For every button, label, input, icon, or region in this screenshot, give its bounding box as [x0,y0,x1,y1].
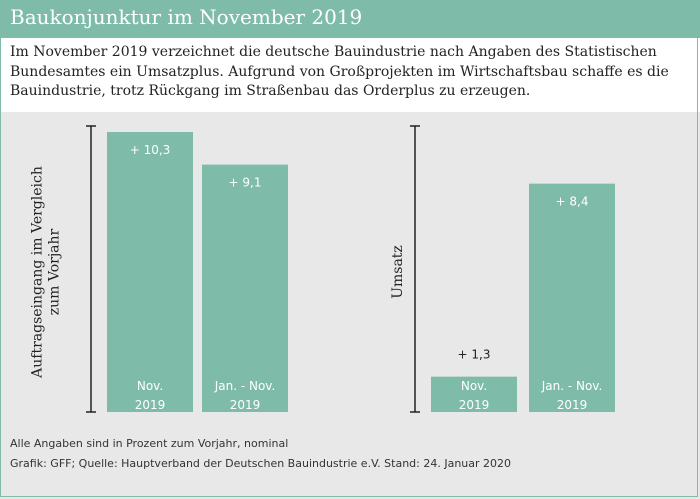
intro-text: Im November 2019 verzeichnet die deutsch… [10,43,690,102]
y-axis-label: zum Vorjahr [47,228,63,315]
page-title: Baukonjunktur im November 2019 [10,5,363,29]
footer-source: Grafik: GFF; Quelle: Hauptverband der De… [10,457,512,470]
bar [529,183,615,412]
footer-note: Alle Angaben sind in Prozent zum Vorjahr… [10,437,289,450]
category-label: Nov. [137,379,163,393]
intro-line: Im November 2019 verzeichnet die deutsch… [10,44,657,60]
category-label: Jan. - Nov. [541,379,603,393]
category-label: 2019 [459,398,490,412]
data-label: + 8,4 [556,195,589,209]
data-label: + 9,1 [229,176,262,190]
header-bar: Baukonjunktur im November 2019 [0,0,700,38]
category-label: 2019 [135,398,166,412]
category-label: 2019 [557,398,588,412]
category-label: Jan. - Nov. [214,379,276,393]
y-axis-label: Umsatz [390,245,406,299]
bar [107,132,193,412]
y-axis-label: Auftragseingang im Vergleich [30,166,46,379]
bar [431,376,517,412]
data-label: + 1,3 [458,348,491,362]
bar-charts: Auftragseingang im Vergleich zum Vorjahr +… [30,125,615,413]
category-label: Nov. [461,379,487,393]
intro-line: Bauindustrie, trotz Rückgang im Straßenb… [10,83,531,99]
data-label: + 10,3 [130,143,171,157]
bar [202,164,288,412]
category-label: 2019 [230,398,261,412]
intro-line: Bundesamtes ein Umsatzplus. Aufgrund von… [10,63,669,80]
